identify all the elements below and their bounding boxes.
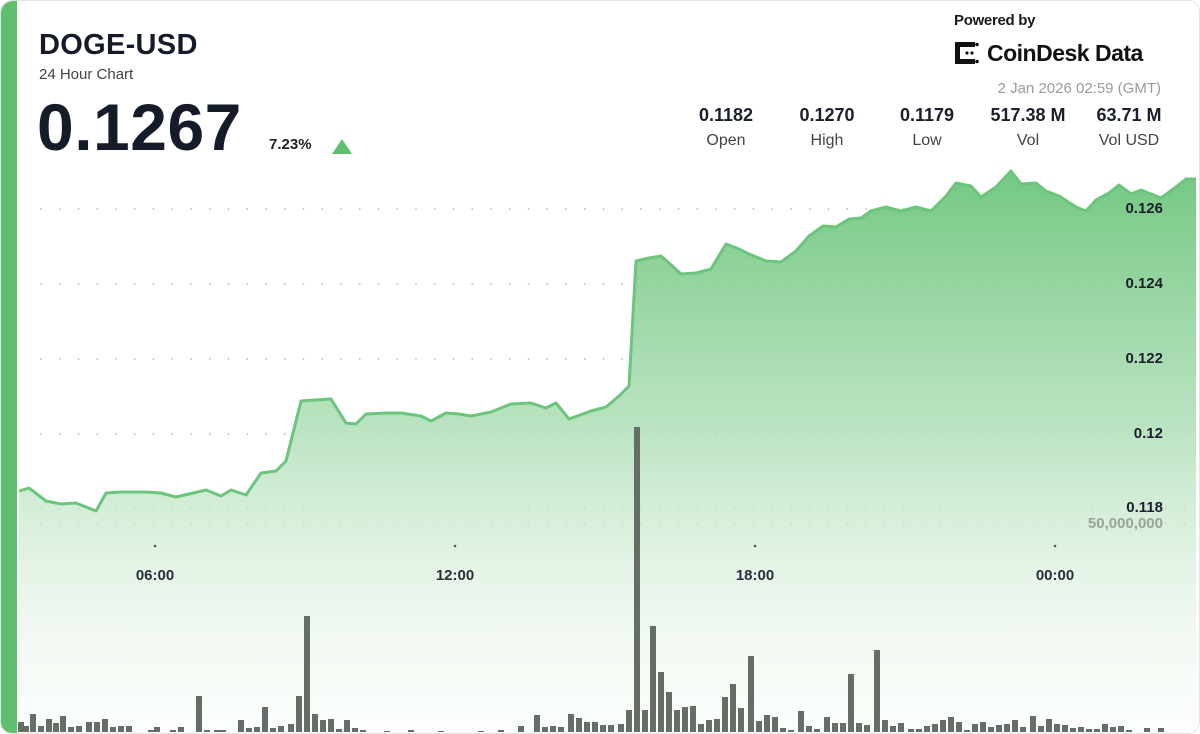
stat-vol-usd: 63.71 M Vol USD: [1079, 105, 1179, 150]
x-tick-label: 12:00: [435, 567, 475, 584]
y-tick-label: 0.124: [1125, 275, 1163, 292]
stat-label: Low: [912, 132, 942, 149]
x-tick-label: 00:00: [1035, 567, 1075, 584]
price-line: [18, 169, 1196, 513]
volume-axis-label: 50,000,000: [1087, 515, 1163, 532]
price-area: [19, 171, 1196, 733]
volume-bars: [18, 427, 1164, 732]
stat-value: 63.71 M: [1096, 105, 1162, 125]
stat-value: 517.38 M: [990, 105, 1066, 125]
change-percent: 7.23%: [269, 136, 312, 153]
chart-subtitle: 24 Hour Chart: [39, 66, 134, 83]
stat-vol: 517.38 M Vol: [978, 105, 1078, 150]
stat-label: High: [810, 132, 844, 149]
symbol-title: DOGE-USD: [39, 29, 198, 61]
stat-label: Vol: [1016, 132, 1040, 149]
y-tick-label: 0.118: [1126, 499, 1163, 516]
current-price: 0.1267: [37, 90, 242, 164]
powered-by-label: Powered by: [954, 12, 1036, 29]
stat-value: 0.1270: [799, 105, 855, 125]
x-tick-label: 06:00: [135, 567, 175, 584]
up-arrow-icon: [332, 139, 352, 154]
stat-label: Open: [706, 132, 746, 149]
stat-label: Vol USD: [1098, 132, 1160, 149]
brand-name: CoinDesk Data: [987, 39, 1143, 66]
stat-open: 0.1182 Open: [676, 105, 776, 150]
y-tick-label: 0.126: [1125, 200, 1163, 217]
x-tick-label: 18:00: [735, 567, 775, 584]
coindesk-logo-icon: [955, 42, 979, 64]
stat-value: 0.1182: [698, 105, 754, 125]
stat-low: 0.1179 Low: [877, 105, 977, 150]
y-tick-label: 0.12: [1133, 425, 1163, 442]
stat-high: 0.1270 High: [777, 105, 877, 150]
accent-bar: [1, 1, 17, 733]
y-tick-label: 0.122: [1125, 350, 1163, 367]
timestamp: 2 Jan 2026 02:59 (GMT): [997, 80, 1161, 97]
accent-bar-gap: [17, 1, 19, 733]
x-tick-marks: [153, 544, 1057, 548]
brand-logo[interactable]: CoinDesk Data: [953, 39, 1143, 67]
stat-value: 0.1179: [899, 105, 955, 125]
